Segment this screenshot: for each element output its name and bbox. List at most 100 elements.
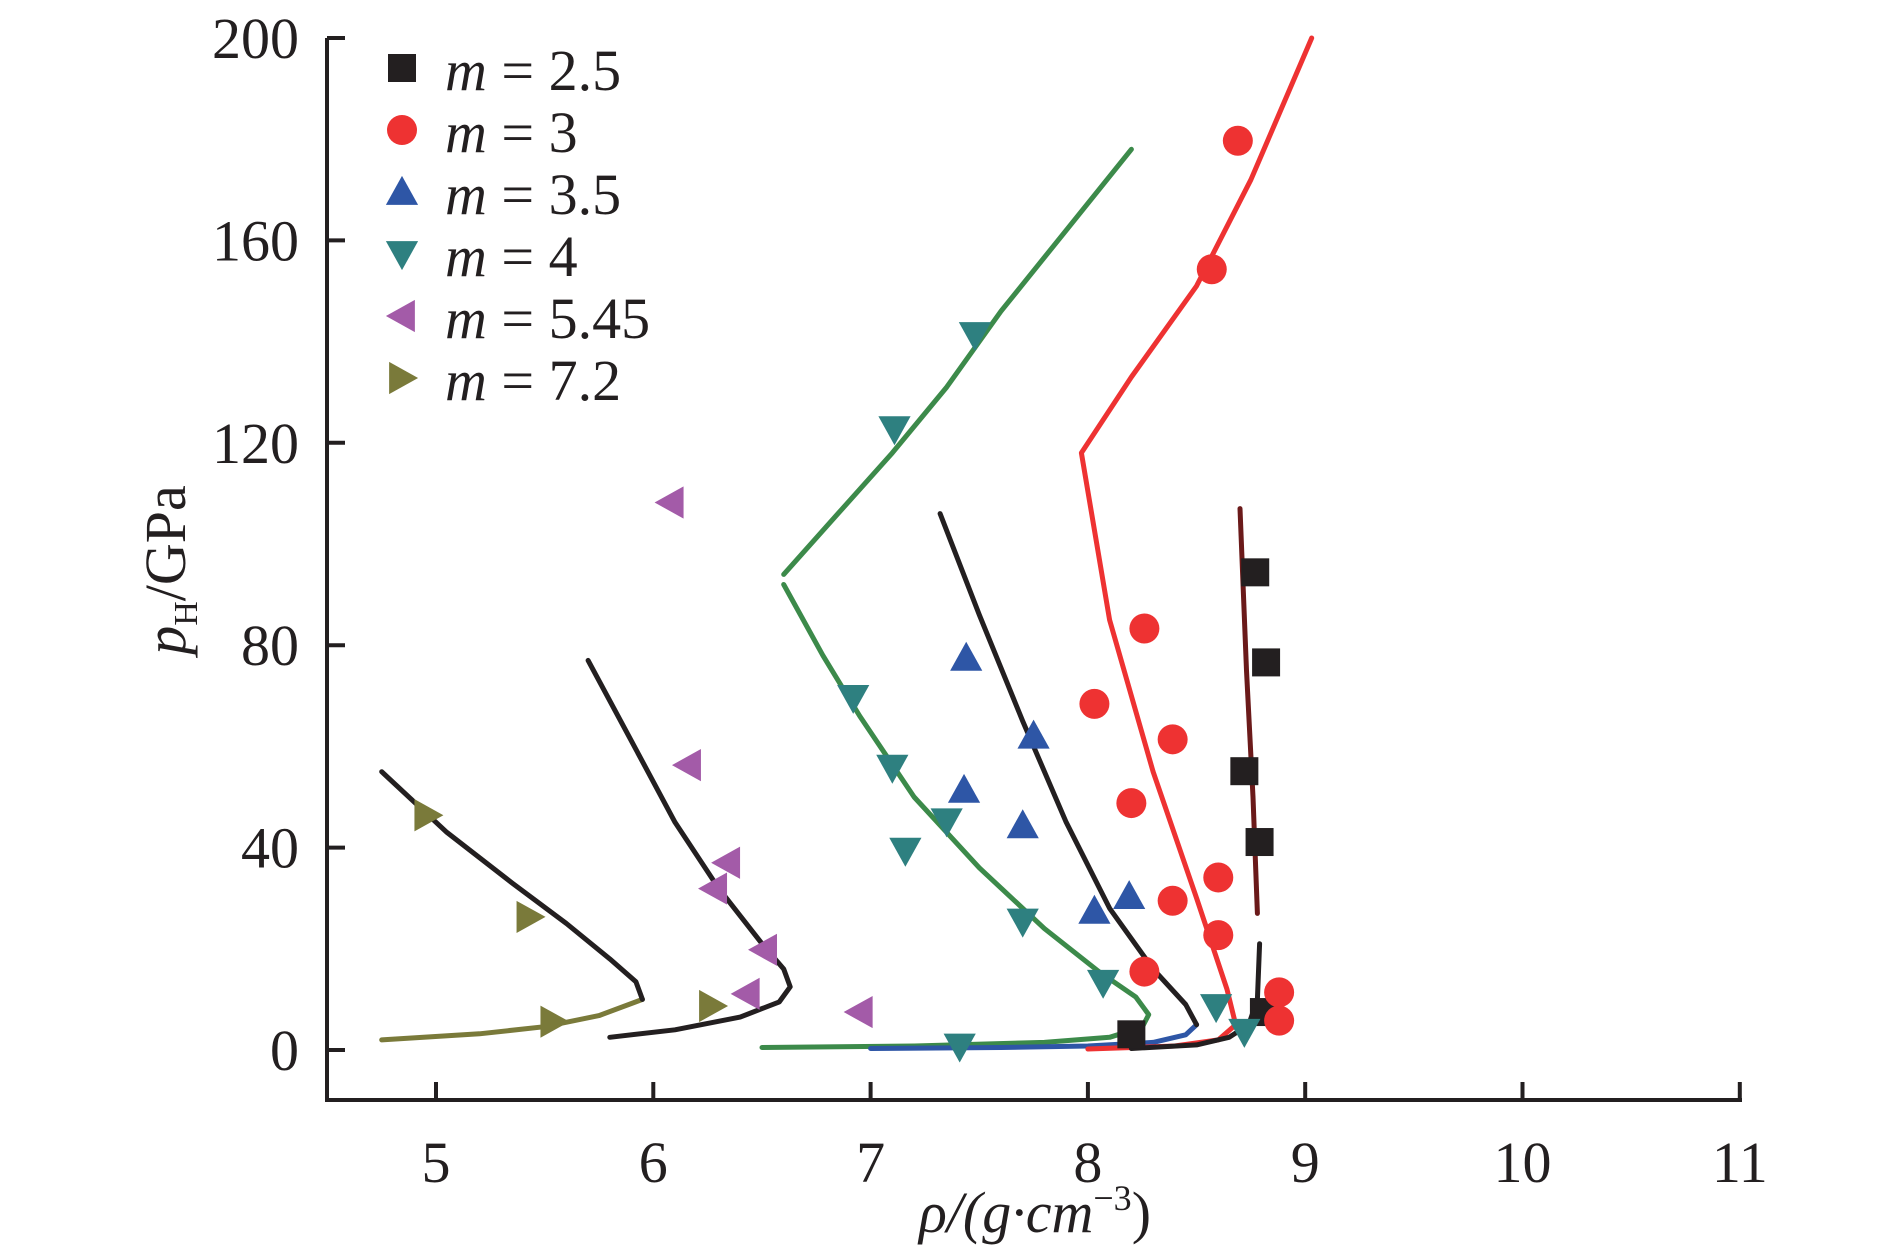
curve-fit-m3 <box>1078 35 1315 1052</box>
y-axis-title-unit: /GPa <box>133 485 198 601</box>
data-point-triangle-down <box>876 754 909 784</box>
data-point-triangle-left <box>711 846 741 879</box>
x-axis-title-main: ρ/(g·cm <box>917 1180 1093 1245</box>
data-point-triangle-left <box>698 872 728 905</box>
y-axis-title: pH/GPa <box>133 485 205 659</box>
legend-label: m = 3.5 <box>445 162 621 227</box>
legend-label: m = 3 <box>445 100 578 165</box>
data-point-triangle-down <box>1087 969 1120 999</box>
data-point-triangle-right <box>540 1005 570 1038</box>
legend-item: m = 3.5 <box>385 162 621 227</box>
curve-fit-m7.2-upper <box>379 769 645 1002</box>
legend-label-value: = 5.45 <box>487 286 650 351</box>
x-tick-label: 10 <box>1494 1130 1552 1195</box>
legend-label: m = 4 <box>445 224 578 289</box>
legend-label-value: = 3 <box>487 100 578 165</box>
legend-item: m = 7.2 <box>389 348 621 413</box>
data-points <box>414 125 1295 1063</box>
legend-label: m = 5.45 <box>445 286 650 351</box>
data-point-square <box>1230 757 1259 786</box>
data-point-circle <box>1203 862 1234 893</box>
y-ticks: 0 40 80 120 160 200 <box>212 6 345 1083</box>
legend-marker-square <box>388 54 416 82</box>
data-point-triangle-right <box>699 989 729 1023</box>
data-point-square <box>1241 558 1270 587</box>
data-point-circle <box>1116 788 1147 819</box>
x-tick-label: 11 <box>1712 1130 1768 1195</box>
legend-marker-triangle-left <box>385 299 415 333</box>
data-point-triangle-left <box>654 486 684 519</box>
data-point-circle <box>1079 688 1110 719</box>
y-axis-title-main: p <box>133 626 198 659</box>
y-tick-label: 0 <box>270 1018 299 1083</box>
data-point-triangle-up <box>950 641 983 671</box>
data-point-triangle-down <box>878 416 911 446</box>
y-tick-label: 160 <box>212 208 299 273</box>
legend: m = 2.5m = 3m = 3.5m = 4m = 5.45m = 7.2 <box>385 38 650 413</box>
data-point-triangle-left <box>843 995 873 1029</box>
data-point-triangle-down <box>889 837 922 867</box>
data-point-circle <box>1129 956 1160 987</box>
legend-label-var: m <box>445 162 487 227</box>
legend-label: m = 7.2 <box>445 348 621 413</box>
y-tick-label: 80 <box>241 613 299 678</box>
legend-label-value: = 3.5 <box>487 162 621 227</box>
legend-item: m = 5.45 <box>385 286 650 351</box>
x-axis-title: ρ/(g·cm−3) <box>917 1178 1151 1245</box>
data-point-triangle-right <box>516 900 546 934</box>
y-axis-title-sub: H <box>168 601 205 626</box>
data-point-triangle-down <box>1006 908 1039 938</box>
data-point-triangle-down <box>943 1033 976 1063</box>
data-point-triangle-up <box>1017 719 1050 749</box>
legend-label: m = 2.5 <box>445 38 621 103</box>
x-tick-label: 7 <box>856 1130 885 1195</box>
x-tick-label: 6 <box>639 1130 668 1195</box>
data-point-circle <box>1129 613 1160 644</box>
x-axis-title-sup: −3 <box>1093 1178 1131 1218</box>
x-tick-label: 5 <box>422 1130 451 1195</box>
data-point-triangle-left <box>671 749 701 782</box>
legend-label-var: m <box>445 100 487 165</box>
legend-label-var: m <box>445 38 487 103</box>
data-point-circle <box>1203 920 1234 951</box>
y-tick-label: 200 <box>212 6 299 71</box>
legend-item: m = 3 <box>387 100 578 165</box>
data-point-circle <box>1264 1005 1295 1036</box>
x-tick-label: 8 <box>1073 1130 1102 1195</box>
data-point-triangle-left <box>748 933 778 966</box>
curve-fit-m4-upper <box>781 146 1134 577</box>
data-point-circle <box>1157 885 1188 916</box>
data-point-triangle-down <box>1228 1018 1261 1048</box>
curve-fit-m4-lower <box>759 582 1152 1050</box>
data-point-square <box>1252 648 1281 677</box>
x-ticks: 5 6 7 8 9 10 11 <box>422 1082 1768 1195</box>
data-point-circle <box>1157 724 1188 755</box>
data-point-square <box>1117 1020 1146 1049</box>
data-point-triangle-down <box>1200 994 1233 1024</box>
curve-fit-m7.2-lower <box>379 996 645 1043</box>
data-point-triangle-down <box>958 322 992 352</box>
data-point-circle <box>1222 125 1253 156</box>
y-tick-label: 40 <box>241 816 299 881</box>
legend-label-value: = 2.5 <box>487 38 621 103</box>
data-point-circle <box>1264 977 1295 1008</box>
curve-fit-m5.45 <box>585 657 793 1040</box>
data-point-triangle-up <box>947 773 981 803</box>
data-point-triangle-down <box>837 684 870 714</box>
curve-fit-m3.5-black <box>937 511 1200 1028</box>
data-point-triangle-up <box>1078 894 1111 924</box>
data-point-square <box>1245 828 1274 857</box>
x-axis-title-close: ) <box>1132 1180 1151 1245</box>
legend-label-var: m <box>445 224 487 289</box>
legend-label-value: = 7.2 <box>487 348 621 413</box>
data-point-circle <box>1196 254 1227 285</box>
axes: 5 6 7 8 9 10 11 0 40 80 120 160 200 <box>212 6 1768 1195</box>
data-point-triangle-left <box>730 977 760 1010</box>
data-point-triangle-up <box>1113 880 1146 910</box>
data-point-triangle-right <box>414 799 444 832</box>
x-tick-label: 9 <box>1291 1130 1320 1195</box>
legend-label-var: m <box>445 348 487 413</box>
legend-marker-triangle-down <box>385 241 419 271</box>
legend-item: m = 4 <box>385 224 578 289</box>
